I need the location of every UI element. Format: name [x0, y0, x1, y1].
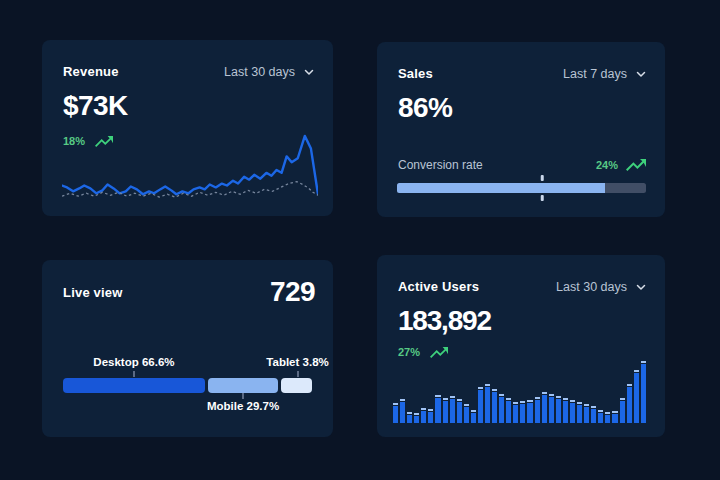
progress-fill — [397, 183, 605, 193]
segment-mobile — [208, 378, 278, 393]
chevron-down-icon — [635, 281, 647, 293]
bar — [421, 408, 426, 423]
trending-up-icon — [430, 347, 448, 358]
bar — [407, 412, 412, 423]
sales-title: Sales — [398, 66, 433, 81]
segment-tick — [242, 393, 244, 399]
active-users-bar-chart — [393, 359, 646, 423]
bar — [428, 409, 433, 423]
bar — [506, 398, 511, 423]
bar — [393, 403, 398, 423]
chevron-down-icon — [303, 66, 315, 78]
bar — [478, 387, 483, 423]
live-view-value: 729 — [270, 276, 315, 308]
revenue-card: Revenue Last 30 days $73K 18% — [42, 40, 333, 216]
revenue-value: $73K — [42, 79, 333, 122]
active-users-range-selector[interactable]: Last 30 days — [556, 280, 647, 294]
segment-tick — [133, 371, 135, 377]
bar — [584, 404, 589, 423]
bar — [492, 389, 497, 423]
sales-delta: 24% — [596, 159, 618, 171]
live-view-title: Live view — [63, 285, 123, 300]
bar — [450, 396, 455, 423]
bar — [542, 392, 547, 423]
bar — [634, 370, 639, 423]
active-users-value: 183,892 — [377, 294, 665, 337]
bar — [499, 394, 504, 423]
sales-range-label: Last 7 days — [563, 67, 627, 81]
bar — [471, 410, 476, 423]
conversion-progress-bar[interactable] — [397, 183, 646, 193]
sales-card: Sales Last 7 days 86% Conversion rate 24… — [377, 42, 665, 217]
bar — [570, 400, 575, 423]
revenue-title: Revenue — [63, 64, 119, 79]
bar — [443, 398, 448, 423]
bar — [535, 397, 540, 423]
bar — [598, 410, 603, 423]
bar — [612, 411, 617, 423]
bar — [520, 401, 525, 423]
bar — [457, 399, 462, 423]
bar — [591, 406, 596, 423]
active-users-delta: 27% — [398, 346, 420, 358]
revenue-range-selector[interactable]: Last 30 days — [224, 65, 315, 79]
bar — [641, 361, 646, 423]
bar — [400, 399, 405, 423]
dashboard-page: Revenue Last 30 days $73K 18% Sales Last… — [0, 0, 720, 480]
segment-label: Desktop 66.6% — [93, 356, 174, 368]
bar — [435, 395, 440, 423]
progress-marker-top — [541, 175, 544, 181]
segment-desktop — [63, 378, 205, 393]
bar — [414, 413, 419, 423]
segment-label: Mobile 29.7% — [207, 400, 279, 412]
chevron-down-icon — [635, 68, 647, 80]
bar — [577, 402, 582, 423]
active-users-card: Active Users Last 30 days 183,892 27% — [377, 255, 665, 437]
bar — [627, 384, 632, 423]
bar — [464, 404, 469, 423]
sales-value: 86% — [377, 81, 665, 124]
segment-label: Tablet 3.8% — [266, 356, 328, 368]
progress-track — [397, 183, 646, 193]
revenue-range-label: Last 30 days — [224, 65, 295, 79]
current-series-line — [62, 136, 318, 194]
device-breakdown-chart: Desktop 66.6%Mobile 29.7%Tablet 3.8% — [63, 356, 312, 416]
conversion-rate-label: Conversion rate — [398, 158, 483, 172]
bar — [563, 398, 568, 423]
trending-up-icon — [626, 159, 646, 171]
segment-tick — [297, 371, 299, 377]
active-users-range-label: Last 30 days — [556, 280, 627, 294]
segment-tablet — [281, 378, 312, 393]
bar — [620, 398, 625, 423]
device-stacked-bar — [63, 378, 312, 393]
live-view-card: Live view 729 Desktop 66.6% Mobile 29.7% T… — [42, 260, 333, 437]
bar — [513, 402, 518, 423]
sales-range-selector[interactable]: Last 7 days — [563, 67, 647, 81]
bar — [605, 412, 610, 423]
bar — [527, 400, 532, 423]
bar — [485, 384, 490, 423]
progress-marker-bottom — [541, 195, 544, 201]
revenue-line-chart — [62, 133, 318, 203]
active-users-title: Active Users — [398, 279, 479, 294]
bar — [556, 396, 561, 423]
bar — [549, 394, 554, 423]
previous-series-line — [62, 182, 318, 198]
